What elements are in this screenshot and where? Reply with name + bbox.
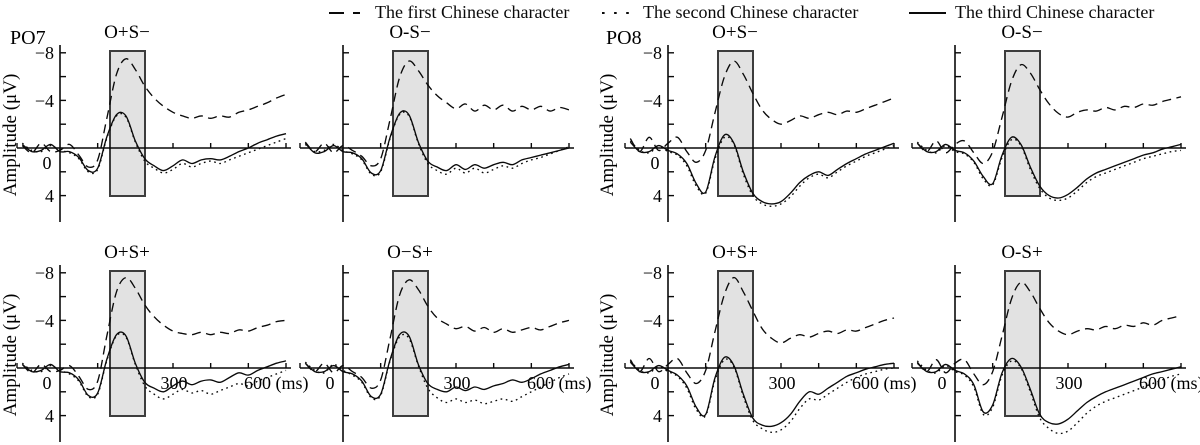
zero-tick-label: 0	[651, 373, 660, 393]
y-tick-label-neg4: −4	[643, 91, 662, 111]
subplot-po8-o-pluss-plus: −8 −4 4 0 300 600 (ms) O+S+ Amplitude (μV)	[597, 242, 917, 442]
waveform-first-character-line	[21, 276, 287, 391]
y-tick-label-neg8: −8	[35, 43, 54, 63]
zero-tick-label: 0	[651, 153, 660, 173]
x-tick-label-300: 300	[1056, 373, 1083, 393]
waveform-first-character-line	[916, 63, 1182, 165]
waveform-first-character-line	[629, 276, 895, 385]
zero-tick-label: 0	[43, 153, 52, 173]
subplot-po8-o-pluss-minus: −8 −4 4 0 O+S− PO8 Amplitude (μV)	[597, 22, 899, 222]
y-tick-label-pos4: 4	[45, 186, 54, 206]
waveform-third-character-line	[21, 111, 287, 173]
highlight-window-rect	[109, 50, 146, 197]
subplot-po7-o-pluss-minus: −8 −4 4 0 O+S− PO7 Amplitude (μV)	[0, 22, 291, 222]
subplot-title: O+S+	[712, 242, 758, 263]
subplot-po7-o-minuss-minus: O-S−	[299, 22, 574, 222]
highlight-window-rect	[1004, 270, 1041, 417]
subplot-title: O+S−	[712, 22, 758, 43]
legend-label-first: The first Chinese character	[375, 2, 570, 22]
zero-tick-label: 0	[43, 373, 52, 393]
subplot-po8-o-minuss-minus: O-S−	[911, 22, 1186, 222]
legend-item-first-character: The first Chinese character	[328, 2, 569, 23]
x-tick-label-300: 300	[444, 373, 471, 393]
waveform-second-character-line	[629, 358, 895, 434]
amplitude-axis-label: Amplitude (μV)	[597, 294, 618, 417]
legend-item-second-character: The second Chinese character	[601, 2, 858, 23]
solid-line-icon	[909, 11, 946, 14]
subplot-title: O−S+	[387, 242, 433, 263]
highlight-window-rect	[392, 270, 429, 417]
x-tick-label-600ms: 600 (ms)	[527, 373, 592, 394]
subplot-po7-o-minuss-plus: 0 300 600 (ms) O−S+	[299, 242, 592, 442]
legend-item-third-character: The third Chinese character	[908, 2, 1154, 23]
waveform-first-character-line	[21, 58, 287, 169]
waveform-third-character-line	[916, 357, 1182, 425]
y-tick-label-pos4: 4	[653, 186, 662, 206]
amplitude-axis-label: Amplitude (μV)	[597, 74, 618, 197]
legend-label-second: The second Chinese character	[643, 2, 859, 22]
y-tick-label-neg4: −4	[35, 311, 54, 331]
highlight-window-rect	[717, 50, 754, 197]
subplot-title: O-S−	[1001, 22, 1042, 43]
x-tick-label-300: 300	[769, 373, 796, 393]
subplot-title: O+S−	[104, 22, 150, 43]
dashed-line-icon	[329, 11, 366, 14]
waveform-first-character-line	[916, 281, 1182, 386]
y-tick-label-neg8: −8	[35, 263, 54, 283]
x-tick-label-600ms: 600 (ms)	[852, 373, 917, 394]
highlight-window-rect	[717, 270, 754, 417]
x-tick-label-300: 300	[161, 373, 188, 393]
highlight-window-rect	[392, 50, 429, 197]
zero-tick-label: 0	[326, 373, 335, 393]
waveform-second-character-line	[629, 135, 895, 207]
waveform-third-character-line	[916, 136, 1182, 199]
y-tick-label-neg8: −8	[643, 263, 662, 283]
y-tick-label-pos4: 4	[45, 406, 54, 426]
zero-tick-label: 0	[938, 373, 947, 393]
highlight-window-rect	[109, 270, 146, 417]
y-tick-label-neg4: −4	[35, 91, 54, 111]
waveform-second-character-line	[304, 111, 570, 177]
waveform-first-character-line	[304, 60, 570, 167]
y-tick-label-pos4: 4	[653, 406, 662, 426]
subplot-po8-o-minuss-plus: 0 300 600 (ms) O-S+	[911, 242, 1200, 442]
waveform-third-character-line	[304, 331, 570, 400]
subplot-title: O-S+	[1001, 242, 1042, 263]
waveform-third-character-line	[629, 133, 895, 205]
subplot-title: O+S+	[104, 242, 150, 263]
waveform-third-character-line	[304, 110, 570, 176]
highlight-window-rect	[1004, 50, 1041, 197]
waveform-second-character-line	[21, 112, 287, 175]
waveform-second-character-line	[21, 332, 287, 400]
subplot-po7-o-pluss-plus: −8 −4 4 0 300 600 (ms) O+S+ Amplitude (μV)	[0, 242, 309, 442]
electrode-label-po7: PO7	[10, 27, 46, 49]
y-tick-label-neg4: −4	[643, 311, 662, 331]
waveform-third-character-line	[21, 331, 287, 398]
waveform-first-character-line	[629, 60, 895, 163]
legend-label-third: The third Chinese character	[955, 2, 1155, 22]
amplitude-axis-label: Amplitude (μV)	[0, 294, 21, 417]
y-tick-label-neg8: −8	[643, 43, 662, 63]
x-tick-label-600ms: 600 (ms)	[244, 373, 309, 394]
waveform-second-character-line	[916, 359, 1182, 435]
amplitude-axis-label: Amplitude (μV)	[0, 74, 21, 197]
x-tick-label-600ms: 600 (ms)	[1139, 373, 1200, 394]
dotted-line-icon	[602, 11, 634, 14]
subplot-title: O-S−	[389, 22, 430, 43]
electrode-label-po8: PO8	[606, 27, 642, 49]
waveform-third-character-line	[629, 356, 895, 428]
waveform-first-character-line	[304, 279, 570, 389]
